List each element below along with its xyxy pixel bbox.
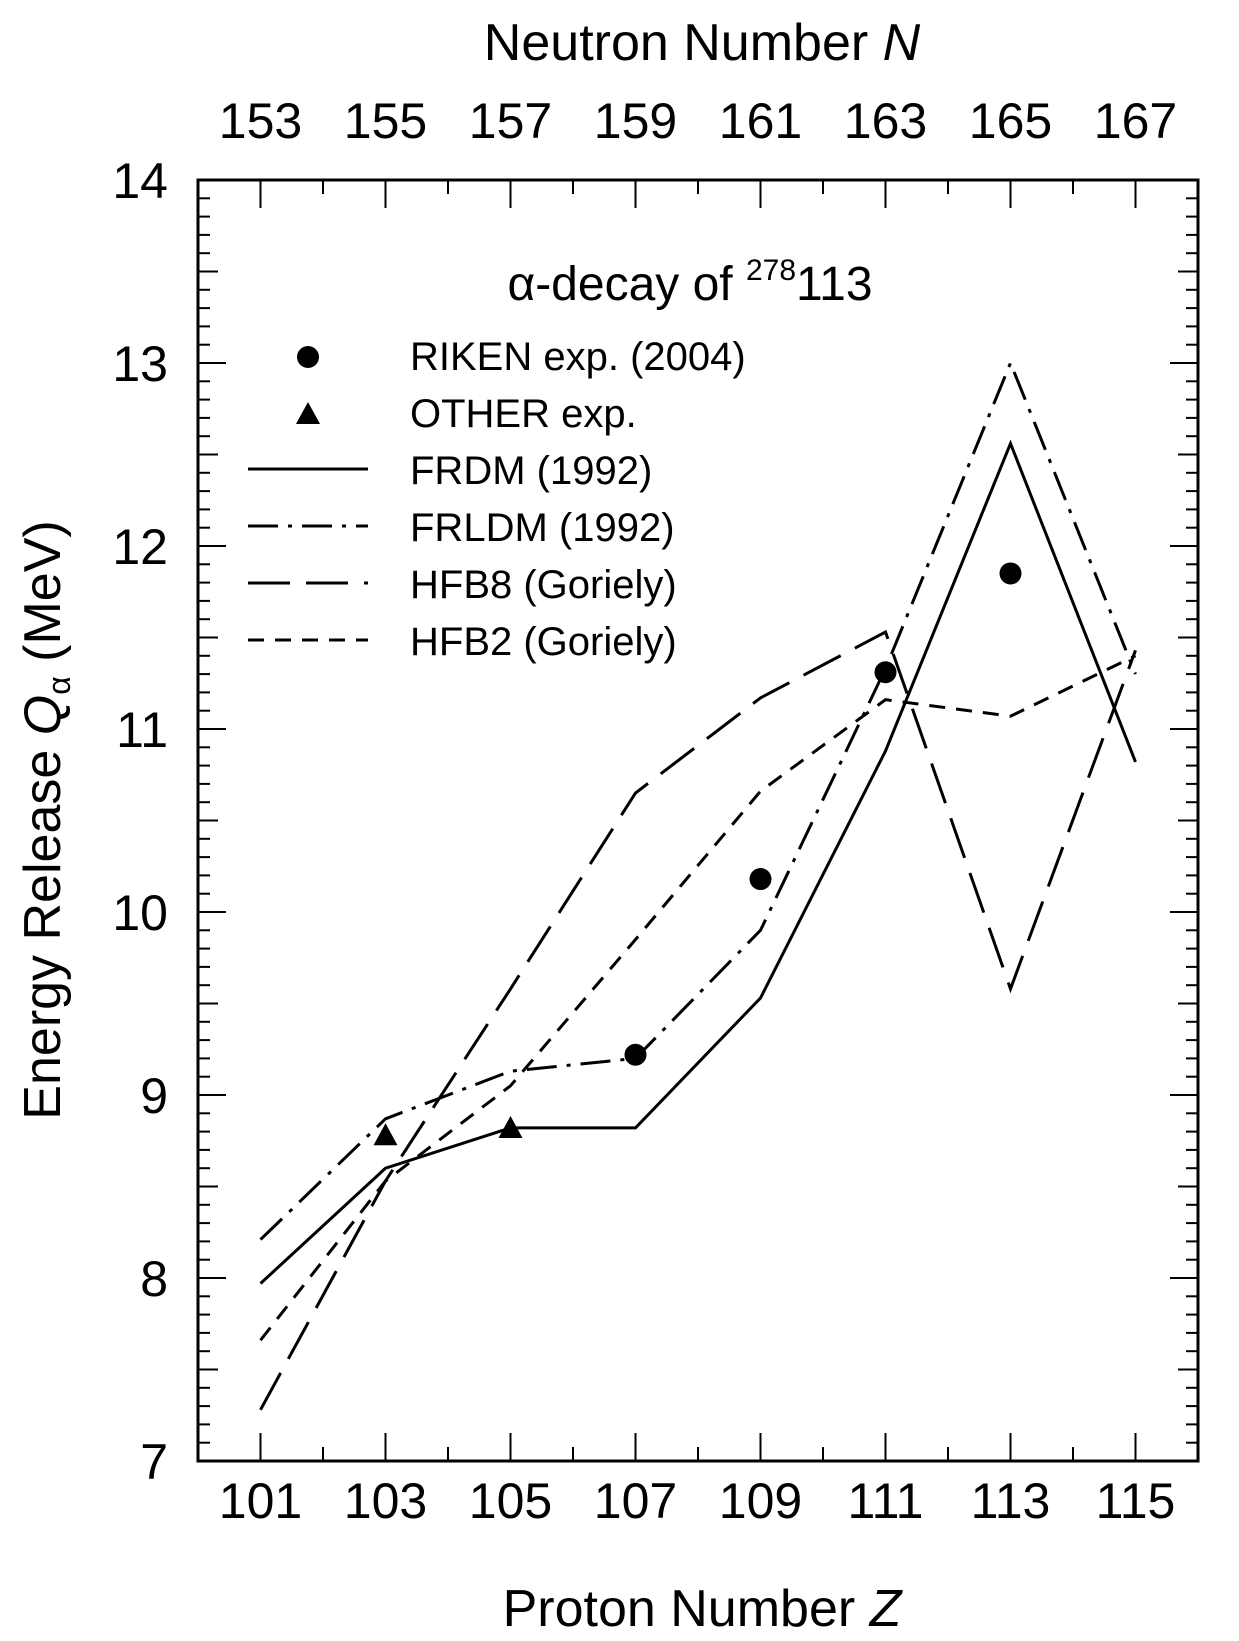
x2-tick-label: 153 <box>219 93 302 149</box>
x-tick-label: 105 <box>469 1473 552 1529</box>
series-layer <box>259 359 1137 1411</box>
legend-label: OTHER exp. <box>410 392 637 436</box>
x2-axis-title: Neutron Number N <box>484 14 921 72</box>
series-line-2 <box>259 439 1137 1285</box>
series-line-4 <box>259 629 1137 1411</box>
legend-entry: HFB8 (Goriely) <box>248 563 677 607</box>
x2-tick-label: 157 <box>469 93 552 149</box>
series-marker-0 <box>874 661 897 684</box>
y-tick-label: 8 <box>140 1251 168 1307</box>
legend-marker <box>296 402 320 424</box>
x2-tick-label: 163 <box>844 93 927 149</box>
legend: RIKEN exp. (2004) OTHER exp. FRDM (1992) FR… <box>248 335 746 664</box>
x2-tick-label: 155 <box>344 93 427 149</box>
x-tick-label: 109 <box>719 1473 802 1529</box>
x-tick-label: 101 <box>219 1473 302 1529</box>
legend-label: HFB8 (Goriely) <box>410 563 677 607</box>
legend-entry: RIKEN exp. (2004) <box>297 335 746 379</box>
y-axis-title-unit: (MeV) <box>14 520 72 676</box>
chart-title-element: 113 <box>796 258 873 311</box>
y-tick-label: 7 <box>140 1434 168 1490</box>
y-axis-title: Energy Release Qα (MeV) <box>14 520 77 1119</box>
legend-entry: FRLDM (1992) <box>248 506 675 550</box>
x-tick-label: 103 <box>344 1473 427 1529</box>
series-line-5 <box>259 654 1137 1342</box>
y-tick-label: 10 <box>112 885 168 941</box>
x-tick-label: 111 <box>847 1473 923 1529</box>
y-tick-label: 13 <box>112 336 168 392</box>
legend-entry: OTHER exp. <box>296 392 637 436</box>
y-tick-label: 9 <box>140 1068 168 1124</box>
legend-entry: FRDM (1992) <box>248 449 652 493</box>
x2-axis-title-variable: N <box>883 14 921 72</box>
legend-marker <box>297 346 319 368</box>
x-tick-label: 107 <box>594 1473 677 1529</box>
y-axis-title-variable: Q <box>14 695 72 735</box>
y-tick-label: 14 <box>112 153 168 209</box>
y-axis-title-subscript: α <box>41 676 77 695</box>
series-marker-1 <box>373 1123 398 1146</box>
legend-label: FRDM (1992) <box>410 449 652 493</box>
legend-label: RIKEN exp. (2004) <box>410 335 746 379</box>
chart-title-mass-number: 278 <box>746 254 796 287</box>
x-axis-title-variable: Z <box>868 1580 904 1636</box>
chart-title-prefix: α-decay of <box>507 258 746 311</box>
x-axis-title-text: Proton Number <box>503 1580 870 1636</box>
x-tick-label: 115 <box>1096 1473 1176 1529</box>
plot-frame <box>196 178 1200 1463</box>
series-line-3 <box>259 359 1137 1241</box>
legend-label: HFB2 (Goriely) <box>410 620 677 664</box>
series-marker-0 <box>749 868 772 891</box>
x2-tick-label: 161 <box>719 93 802 149</box>
x2-tick-label: 165 <box>969 93 1052 149</box>
y-tick-label: 12 <box>112 519 168 575</box>
x2-tick-label: 159 <box>594 93 677 149</box>
x-tick-label: 113 <box>971 1473 1051 1529</box>
y-axis-title-text: Energy Release <box>14 735 72 1119</box>
legend-entry: HFB2 (Goriely) <box>248 620 677 664</box>
x2-axis-title-text: Neutron Number <box>484 14 883 72</box>
chart-title: α-decay of 278113 <box>507 254 872 311</box>
axes-layer: 1011531031551051571071591091611111631131… <box>112 93 1198 1529</box>
series-marker-0 <box>624 1043 647 1066</box>
series-marker-0 <box>999 562 1022 585</box>
x2-tick-label: 167 <box>1094 93 1177 149</box>
series-marker-1 <box>498 1115 523 1138</box>
y-tick-label: 11 <box>116 702 168 758</box>
legend-label: FRLDM (1992) <box>410 506 675 550</box>
x-axis-title: Proton Number Z <box>503 1580 904 1636</box>
